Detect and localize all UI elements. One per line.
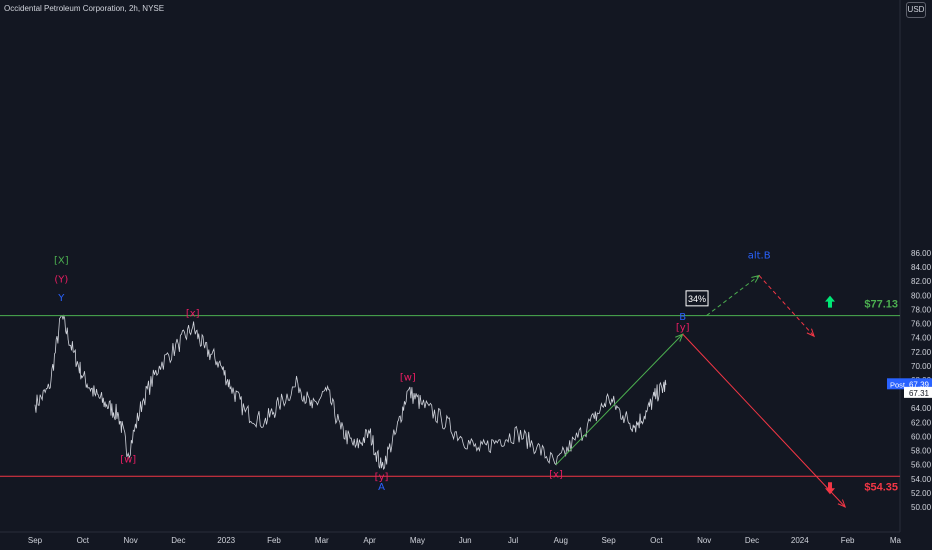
wave-label: (Y): [54, 275, 68, 286]
x-tick-label: Jun: [459, 536, 472, 545]
wave-label: Y: [57, 293, 65, 304]
last-price-value: 67.39: [909, 380, 930, 389]
x-tick-label: Ma: [890, 536, 902, 545]
y-tick-label: 74.00: [911, 334, 932, 343]
y-tick-label: 64.00: [911, 404, 932, 413]
wave-label: [w]: [120, 455, 136, 466]
x-tick-label: Feb: [841, 536, 855, 545]
x-tick-label: Nov: [123, 536, 137, 545]
y-tick-label: 76.00: [911, 320, 932, 329]
x-tick-label: Dec: [745, 536, 759, 545]
x-tick-label: Aug: [554, 536, 568, 545]
x-tick-label: Mar: [315, 536, 329, 545]
arrow-up-icon: [825, 295, 835, 308]
wave-label: [y]: [375, 472, 389, 483]
y-tick-label: 52.00: [911, 489, 932, 498]
y-tick-label: 78.00: [911, 305, 932, 314]
time-axis[interactable]: Sep Oct Nov Dec 2023 Feb Mar Apr May Jun Jul Aug Sep…: [28, 536, 902, 545]
arrowhead-icon: [837, 499, 847, 508]
y-tick-label: 84.00: [911, 263, 932, 272]
probability-badge-label: 34%: [688, 294, 706, 304]
y-tick-label: 54.00: [911, 475, 932, 484]
wave-label: B: [679, 312, 686, 323]
wave-annotations: [X](Y)Y[x][w][w][y]A[x]B[y]alt.B34%: [54, 251, 771, 493]
y-tick-label: 58.00: [911, 447, 932, 456]
wave-label: A: [378, 482, 385, 493]
last-price-tag: [887, 378, 932, 390]
y-tick-label: 56.00: [911, 461, 932, 470]
last-price-label: Post: [890, 380, 906, 389]
arrowhead-icon: [751, 274, 761, 283]
projection-line: [706, 275, 760, 316]
price-series: [34, 314, 667, 471]
post-price-tag: [904, 386, 932, 398]
wave-label: alt.B: [748, 251, 771, 262]
y-tick-label: 70.00: [911, 362, 932, 371]
x-tick-label: Sep: [28, 536, 43, 545]
arrow-down-icon: [825, 482, 835, 495]
x-tick-label: Oct: [77, 536, 90, 545]
y-tick-label: 86.00: [911, 249, 932, 258]
chart-title: Occidental Petroleum Corporation, 2h, NY…: [4, 4, 165, 13]
x-tick-label: Apr: [363, 536, 376, 545]
wave-label: [y]: [676, 323, 690, 334]
level-label: $54.35: [864, 481, 898, 493]
x-tick-label: Feb: [267, 536, 281, 545]
grid: [0, 0, 901, 533]
arrowhead-icon: [806, 328, 816, 338]
x-tick-label: Nov: [697, 536, 711, 545]
wave-label: [x]: [186, 308, 200, 319]
wave-label: [w]: [400, 373, 416, 384]
x-tick-label: Dec: [171, 536, 185, 545]
x-tick-label: Oct: [650, 536, 663, 545]
y-tick-label: 82.00: [911, 277, 932, 286]
price-axis[interactable]: 50.00 52.00 54.00 56.00 58.00 60.00 62.00 64.00…: [887, 249, 932, 512]
y-tick-label: 72.00: [911, 348, 932, 357]
projection-line: [555, 333, 684, 466]
y-tick-label: 60.00: [911, 432, 932, 441]
y-tick-label: 80.00: [911, 291, 932, 300]
x-tick-label: 2024: [791, 536, 809, 545]
y-tick-label: 50.00: [911, 503, 932, 512]
projection-paths: [555, 274, 847, 508]
projection-line: [758, 275, 815, 337]
levels: $77.13 $54.35: [0, 295, 900, 495]
wave-label: [x]: [549, 469, 563, 480]
x-tick-label: May: [410, 536, 425, 545]
wave-label: [X]: [54, 256, 69, 267]
projection-line: [682, 333, 846, 508]
level-label: $77.13: [864, 299, 898, 311]
probability-badge: [685, 290, 709, 307]
x-tick-label: Jul: [508, 536, 518, 545]
y-tick-label: 62.00: [911, 418, 932, 427]
price-line: [34, 314, 667, 471]
x-tick-label: 2023: [217, 536, 235, 545]
post-price-value: 67.31: [909, 389, 930, 398]
currency-selector[interactable]: USD: [906, 2, 926, 18]
x-tick-label: Sep: [601, 536, 616, 545]
